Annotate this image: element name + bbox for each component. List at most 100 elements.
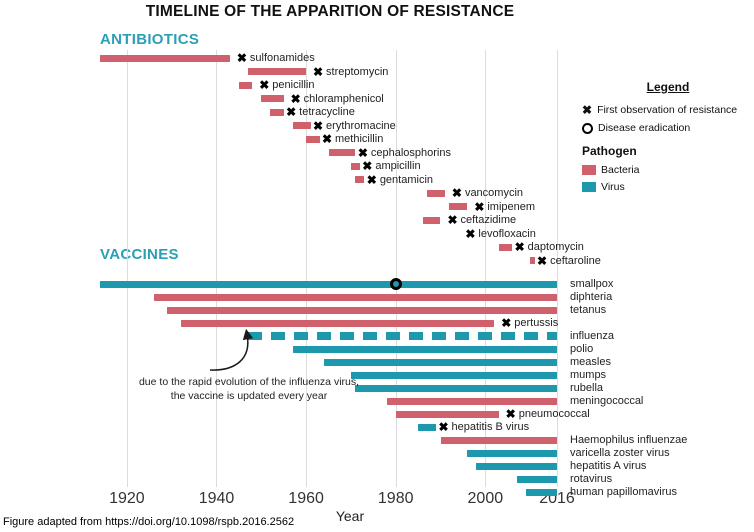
legend-title: Legend: [646, 80, 690, 94]
bacteria-swatch: [582, 165, 596, 175]
timeline-bar: [247, 332, 557, 340]
timeline-bar-label: erythromacine: [326, 119, 396, 132]
legend-item-bacteria: Bacteria: [582, 164, 754, 176]
timeline-bar-label: ceftaroline: [550, 254, 601, 267]
timeline-bar: [180, 319, 495, 327]
timeline-bar-label: pneumococcal: [518, 408, 590, 420]
resistance-marker-icon: ✖: [366, 172, 377, 187]
legend-item-label: Disease eradication: [598, 122, 691, 134]
timeline-bar-label: ampicillin: [375, 160, 421, 172]
timeline-bar-label: polio: [570, 343, 594, 355]
timeline-bar-label: penicillin: [272, 79, 315, 91]
axis-tick-label: 2000: [467, 490, 504, 507]
timeline-bar-label: meningococcal: [570, 395, 644, 407]
timeline-bar: [270, 108, 284, 116]
timeline-bar: [350, 371, 557, 379]
timeline-bar-label: Haemophilus influenzae: [570, 434, 688, 446]
gridline: [485, 50, 487, 487]
timeline-bar-label: methicillin: [335, 133, 384, 145]
pathogen-legend-title: Pathogen: [582, 144, 637, 158]
legend: Legend ✖ First observation of resistance…: [582, 80, 754, 198]
timeline-bar: [328, 149, 356, 156]
resistance-marker-icon: ✖: [537, 253, 548, 268]
timeline-bar-label: hepatitis A virus: [570, 460, 647, 472]
resistance-marker-icon: ✖: [501, 316, 512, 330]
timeline-bar: [422, 216, 441, 224]
timeline-bar: [386, 397, 557, 405]
timeline-bar-label: gentamicin: [379, 173, 434, 186]
resistance-marker-icon: ✖: [505, 407, 516, 421]
timeline-bar: [355, 176, 365, 183]
timeline-bar-label: smallpox: [570, 278, 614, 290]
resistance-marker-icon: ✖: [362, 159, 373, 173]
timeline-bar-label: sulfonamides: [249, 52, 315, 64]
timeline-bar: [516, 475, 557, 483]
timeline-bar: [238, 81, 253, 89]
timeline-bar-label: pertussis: [514, 317, 559, 329]
timeline-bar: [324, 358, 557, 366]
timeline-bar: [100, 54, 230, 62]
axis-tick-label: 1980: [377, 490, 414, 507]
timeline-bar-label: influenza: [570, 330, 615, 342]
resistance-marker-icon: ✖: [321, 132, 333, 146]
gridline: [557, 50, 558, 487]
legend-item-label: Virus: [601, 181, 625, 193]
timeline-bar-label: daptomycin: [527, 241, 584, 253]
section-header-antibiotics: ANTIBIOTICS: [100, 31, 200, 48]
timeline-bar-label: diphteria: [570, 291, 613, 303]
resistance-marker-icon: ✖: [474, 199, 485, 214]
timeline-bar-label: levofloxacin: [478, 227, 536, 240]
timeline-bar-label: measles: [570, 356, 611, 368]
annotation-arrow-icon: [209, 328, 254, 371]
timeline-bar-label: tetracycline: [299, 106, 355, 118]
resistance-marker-icon: ✖: [313, 118, 324, 133]
axis-tick-label: 1940: [198, 490, 235, 507]
resistance-marker-icon: ✖: [357, 145, 368, 160]
timeline-bar-label: hepatitis B virus: [451, 421, 530, 433]
gridline: [306, 50, 308, 487]
legend-item-resistance: ✖ First observation of resistance: [582, 103, 754, 117]
timeline-bar-label: ceftazidime: [460, 214, 517, 226]
timeline-bar-label: human papillomavirus: [570, 486, 677, 498]
eradication-marker-icon: [389, 278, 402, 290]
influenza-annotation: due to the rapid evolution of the influe…: [108, 375, 390, 403]
figure-title: TIMELINE OF THE APPARITION OF RESISTANCE: [145, 3, 515, 20]
resistance-marker-icon: ✖: [451, 186, 462, 200]
gridline: [126, 50, 128, 487]
timeline-bar-label: cephalosphorins: [370, 146, 451, 159]
timeline-bar: [395, 410, 499, 418]
timeline-bar-label: streptomycin: [326, 65, 389, 78]
timeline-bar-label: mumps: [570, 369, 607, 381]
resistance-marker-icon: ✖: [236, 51, 247, 65]
timeline-bar: [530, 257, 535, 264]
resistance-marker-icon: ✖: [582, 103, 593, 117]
timeline-bar: [418, 423, 436, 431]
timeline-bar: [449, 203, 468, 210]
timeline-bar-label: imipenem: [487, 200, 536, 213]
legend-item-label: First observation of resistance: [597, 104, 738, 116]
figure-source: Figure adapted from https://doi.org/10.1…: [3, 516, 295, 528]
timeline-bar: [167, 306, 557, 314]
timeline-bar: [247, 68, 307, 75]
timeline-bar-label: vancomycin: [464, 187, 524, 199]
resistance-marker-icon: ✖: [286, 105, 297, 119]
timeline-bar: [153, 293, 557, 301]
axis-tick-label: 1920: [109, 490, 145, 507]
timeline-bar: [292, 345, 557, 353]
timeline-bar: [100, 280, 557, 288]
timeline-bar: [306, 135, 320, 143]
timeline-bar-label: rotavirus: [570, 473, 613, 485]
eradication-marker-icon: [582, 122, 593, 134]
gridline: [395, 50, 397, 487]
timeline-bar: [525, 488, 557, 496]
virus-swatch: [582, 182, 596, 192]
timeline-bar: [440, 436, 557, 444]
timeline-bar: [355, 384, 557, 392]
timeline-bar: [476, 462, 557, 470]
gridline: [216, 50, 218, 487]
resistance-marker-icon: ✖: [438, 420, 449, 434]
axis-tick-label: 1960: [288, 490, 324, 507]
annotation-line: due to the rapid evolution of the influe…: [138, 376, 360, 388]
